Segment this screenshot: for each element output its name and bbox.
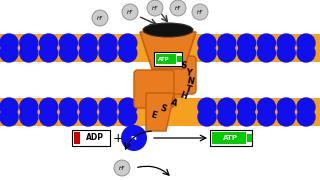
Bar [156, 54, 176, 64]
Circle shape [198, 98, 216, 116]
Circle shape [238, 34, 256, 52]
Text: E: E [150, 110, 158, 120]
Circle shape [257, 98, 276, 116]
Circle shape [0, 108, 18, 126]
Circle shape [40, 98, 58, 116]
Text: H⁺: H⁺ [196, 10, 204, 15]
Bar [212, 132, 246, 144]
FancyBboxPatch shape [152, 62, 184, 98]
Circle shape [0, 44, 18, 62]
Circle shape [119, 44, 137, 62]
Circle shape [20, 44, 38, 62]
Circle shape [119, 34, 137, 52]
Bar [247, 134, 252, 142]
Text: S: S [159, 104, 167, 114]
Circle shape [92, 10, 108, 26]
Circle shape [192, 4, 208, 20]
Circle shape [198, 108, 216, 126]
Circle shape [170, 0, 186, 16]
Bar [177, 56, 182, 62]
Circle shape [277, 44, 295, 62]
Text: Pi: Pi [131, 136, 137, 141]
Polygon shape [140, 32, 196, 69]
Bar [74, 132, 80, 144]
Circle shape [238, 108, 256, 126]
Circle shape [79, 98, 97, 116]
Circle shape [40, 108, 58, 126]
Text: ATP: ATP [158, 57, 170, 62]
Text: A: A [169, 98, 179, 108]
Circle shape [99, 34, 117, 52]
Text: Y: Y [184, 68, 192, 78]
Circle shape [40, 34, 58, 52]
Circle shape [297, 108, 315, 126]
Circle shape [218, 34, 236, 52]
Circle shape [238, 44, 256, 62]
Circle shape [60, 34, 77, 52]
Text: ADP: ADP [86, 134, 104, 143]
Text: S: S [180, 61, 188, 71]
Circle shape [20, 98, 38, 116]
Circle shape [99, 44, 117, 62]
Circle shape [121, 125, 147, 151]
Circle shape [218, 98, 236, 116]
Circle shape [99, 108, 117, 126]
FancyBboxPatch shape [156, 56, 196, 94]
Circle shape [60, 44, 77, 62]
Circle shape [0, 98, 18, 116]
Circle shape [257, 108, 276, 126]
Circle shape [277, 34, 295, 52]
Circle shape [20, 34, 38, 52]
Circle shape [297, 98, 315, 116]
Ellipse shape [143, 23, 193, 37]
Circle shape [257, 44, 276, 62]
Circle shape [218, 44, 236, 62]
Bar [72, 130, 110, 146]
Circle shape [198, 44, 216, 62]
Text: H⁺: H⁺ [97, 15, 103, 21]
Circle shape [79, 44, 97, 62]
Text: H: H [178, 91, 188, 101]
Circle shape [297, 44, 315, 62]
Circle shape [238, 98, 256, 116]
Text: +: + [113, 132, 123, 145]
Text: ATP: ATP [222, 135, 237, 141]
Circle shape [119, 98, 137, 116]
Text: H⁺: H⁺ [174, 6, 181, 10]
Circle shape [60, 98, 77, 116]
Text: T: T [184, 84, 192, 94]
Circle shape [60, 108, 77, 126]
Circle shape [218, 108, 236, 126]
Circle shape [20, 108, 38, 126]
Circle shape [99, 98, 117, 116]
Circle shape [114, 160, 130, 176]
Circle shape [277, 98, 295, 116]
Circle shape [198, 34, 216, 52]
Text: H⁺: H⁺ [126, 10, 133, 15]
FancyBboxPatch shape [134, 70, 174, 108]
Circle shape [297, 34, 315, 52]
Text: N: N [186, 76, 194, 86]
Bar [0, 98, 320, 126]
Circle shape [79, 34, 97, 52]
Polygon shape [146, 93, 174, 131]
Text: H⁺: H⁺ [151, 6, 158, 10]
Bar [0, 34, 320, 62]
Circle shape [257, 34, 276, 52]
Circle shape [122, 4, 138, 20]
Circle shape [147, 0, 163, 16]
Circle shape [0, 34, 18, 52]
Bar [210, 130, 252, 146]
Circle shape [40, 44, 58, 62]
Circle shape [277, 108, 295, 126]
Text: H⁺: H⁺ [118, 165, 125, 170]
Circle shape [119, 108, 137, 126]
Bar [154, 52, 182, 66]
Circle shape [79, 108, 97, 126]
